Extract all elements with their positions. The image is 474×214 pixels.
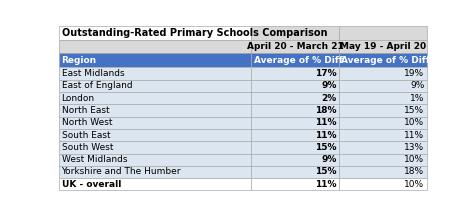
Text: 9%: 9%: [410, 81, 424, 90]
Text: East of England: East of England: [62, 81, 132, 90]
Bar: [59, 117, 251, 129]
Text: May 19 - April 20: May 19 - April 20: [340, 42, 426, 51]
Text: 18%: 18%: [315, 106, 337, 115]
Text: 15%: 15%: [315, 143, 337, 152]
Text: London: London: [62, 94, 95, 103]
Bar: [251, 26, 339, 40]
Bar: [251, 178, 339, 190]
Bar: [251, 40, 339, 54]
Text: South East: South East: [62, 131, 110, 140]
Text: 10%: 10%: [404, 155, 424, 164]
Bar: [59, 153, 251, 166]
Text: 10%: 10%: [404, 118, 424, 127]
Text: Average of % Diff: Average of % Diff: [254, 56, 343, 65]
Bar: [339, 54, 427, 67]
Text: North East: North East: [62, 106, 109, 115]
Bar: [59, 166, 251, 178]
Bar: [59, 80, 251, 92]
Text: Outstanding-Rated Primary Schools Comparison: Outstanding-Rated Primary Schools Compar…: [62, 28, 327, 38]
Bar: [59, 67, 251, 80]
Text: 9%: 9%: [321, 155, 337, 164]
Text: 1%: 1%: [410, 94, 424, 103]
Bar: [59, 40, 251, 54]
Bar: [251, 104, 339, 117]
Bar: [251, 129, 339, 141]
Bar: [339, 153, 427, 166]
Text: 11%: 11%: [315, 131, 337, 140]
Text: 15%: 15%: [404, 106, 424, 115]
Bar: [251, 153, 339, 166]
Text: 9%: 9%: [321, 81, 337, 90]
Bar: [251, 141, 339, 153]
Text: 11%: 11%: [315, 180, 337, 189]
Text: UK - overall: UK - overall: [62, 180, 121, 189]
Text: Average of % Diff: Average of % Diff: [341, 56, 430, 65]
Text: East Midlands: East Midlands: [62, 69, 124, 78]
Text: Yorkshire and The Humber: Yorkshire and The Humber: [62, 168, 181, 177]
Text: 15%: 15%: [315, 168, 337, 177]
Bar: [251, 80, 339, 92]
Text: 10%: 10%: [404, 180, 424, 189]
Text: 17%: 17%: [315, 69, 337, 78]
Text: Region: Region: [62, 56, 97, 65]
Bar: [251, 166, 339, 178]
Text: West Midlands: West Midlands: [62, 155, 127, 164]
Bar: [339, 141, 427, 153]
Bar: [251, 54, 339, 67]
Bar: [59, 54, 251, 67]
Bar: [339, 67, 427, 80]
Bar: [339, 178, 427, 190]
Bar: [339, 26, 427, 40]
Text: 11%: 11%: [315, 118, 337, 127]
Bar: [339, 104, 427, 117]
Bar: [339, 129, 427, 141]
Text: 19%: 19%: [404, 69, 424, 78]
Bar: [251, 92, 339, 104]
Bar: [251, 117, 339, 129]
Bar: [339, 92, 427, 104]
Bar: [59, 178, 251, 190]
Text: 11%: 11%: [404, 131, 424, 140]
Bar: [339, 117, 427, 129]
Bar: [59, 129, 251, 141]
Text: 2%: 2%: [321, 94, 337, 103]
Text: North West: North West: [62, 118, 112, 127]
Bar: [251, 67, 339, 80]
Text: 13%: 13%: [404, 143, 424, 152]
Text: 18%: 18%: [404, 168, 424, 177]
Bar: [339, 166, 427, 178]
Bar: [59, 92, 251, 104]
Bar: [339, 40, 427, 54]
Bar: [59, 26, 251, 40]
Bar: [59, 141, 251, 153]
Bar: [59, 104, 251, 117]
Bar: [339, 80, 427, 92]
Text: South West: South West: [62, 143, 113, 152]
Text: April 20 - March 21: April 20 - March 21: [247, 42, 344, 51]
